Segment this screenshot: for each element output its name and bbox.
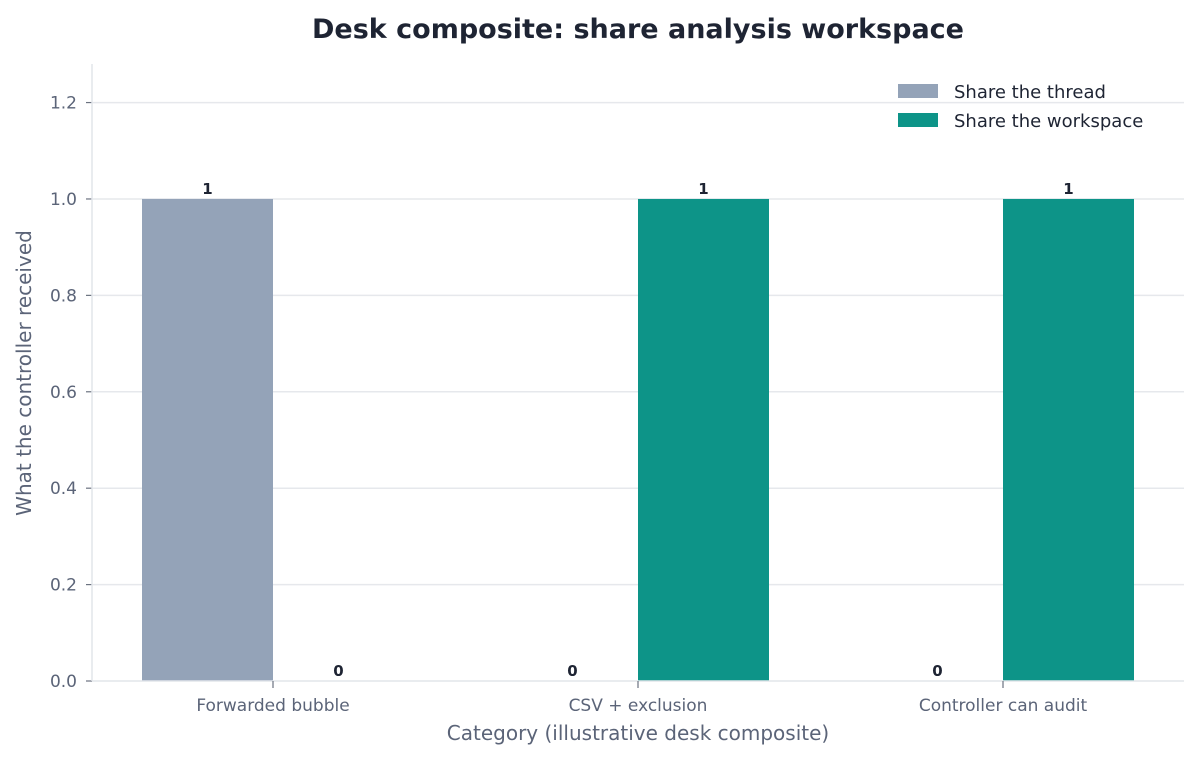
y-tick-label: 0.2 [50, 576, 77, 596]
y-tick-label: 0.8 [50, 286, 77, 306]
bar-data-label: 0 [932, 662, 942, 680]
bar-data-label: 0 [567, 662, 577, 680]
legend-swatch [898, 113, 938, 127]
y-tick-label: 1.0 [50, 190, 77, 210]
bar-data-label: 1 [1063, 180, 1073, 198]
bar-share-the-workspace [638, 198, 769, 681]
x-tick-label: Forwarded bubble [196, 696, 349, 716]
bar-data-label: 1 [698, 180, 708, 198]
legend-label: Share the workspace [954, 111, 1143, 132]
y-tick-label: 0.4 [50, 479, 77, 499]
legend: Share the thread Share the workspace [898, 82, 1143, 132]
data-labels: 1 0 0 1 0 1 [202, 180, 1073, 680]
y-axis-title: What the controller received [12, 230, 36, 516]
bar-share-the-workspace [1003, 198, 1134, 681]
axes: 0.0 0.2 0.4 0.6 0.8 1.0 1.2 Forwarded bubble CSV… [50, 64, 1184, 716]
bar-share-the-thread [142, 198, 273, 681]
x-axis-title: Category (illustrative desk composite) [447, 721, 829, 745]
y-tick-label: 1.2 [50, 94, 77, 114]
bar-data-label: 0 [333, 662, 343, 680]
chart-title: Desk composite: share analysis workspace [312, 14, 964, 45]
x-tick-label: Controller can audit [919, 696, 1088, 716]
bars [142, 198, 1134, 681]
y-tick-label: 0.0 [50, 672, 77, 692]
bar-data-label: 1 [202, 180, 212, 198]
x-tick-label: CSV + exclusion [569, 696, 708, 716]
legend-swatch [898, 84, 938, 98]
y-tick-label: 0.6 [50, 383, 77, 403]
legend-label: Share the thread [954, 82, 1106, 103]
